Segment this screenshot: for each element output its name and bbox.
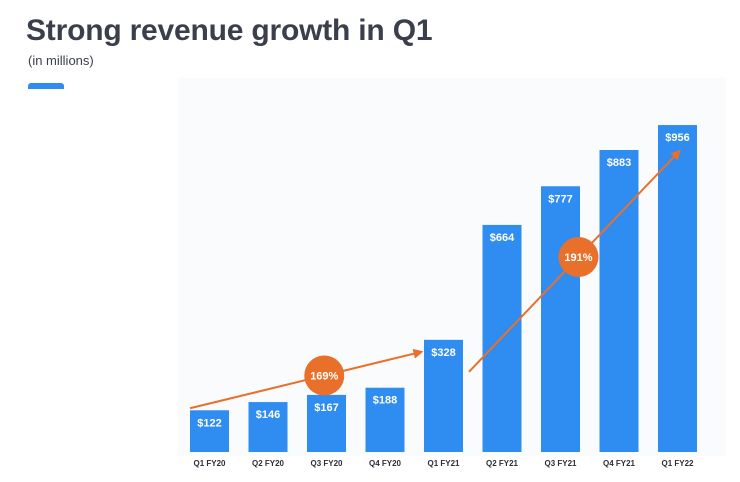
x-tick-label: Q1 FY20 [193, 459, 226, 468]
bar-value-label: $883 [607, 157, 631, 169]
x-tick-label: Q1 FY21 [427, 459, 460, 468]
bar-q3-fy21 [541, 186, 580, 453]
bar-value-label: $328 [431, 347, 455, 359]
x-tick-label: Q3 FY21 [544, 459, 577, 468]
bar-q4-fy21 [599, 150, 639, 452]
bar-value-label: $167 [314, 402, 338, 414]
growth-percent-label: 191% [564, 252, 592, 264]
bar-q3-fy20 [307, 394, 346, 452]
bar-q4-fy20 [365, 387, 405, 452]
bar-value-label: $122 [197, 417, 221, 429]
x-tick-label: Q2 FY21 [486, 459, 519, 468]
bar-q1-fy21 [424, 339, 463, 452]
bar-value-label: $188 [373, 395, 397, 407]
title-accent-bar [28, 83, 64, 89]
bar-q2-fy20 [248, 402, 288, 452]
page-subtitle: (in millions) [28, 53, 94, 68]
bar-value-label: $956 [665, 132, 689, 144]
growth-badge [304, 355, 345, 396]
bar-value-label: $664 [490, 232, 515, 244]
growth-badge [558, 237, 599, 278]
growth-percent-label: 169% [310, 371, 338, 383]
x-tick-label: Q2 FY20 [252, 459, 285, 468]
x-tick-label: Q4 FY21 [603, 459, 636, 468]
x-tick-label: Q3 FY20 [310, 459, 343, 468]
bar-q1-fy20 [190, 410, 229, 452]
bar-q1-fy22 [658, 125, 697, 452]
bar-value-label: $777 [548, 193, 572, 205]
x-tick-label: Q4 FY20 [369, 459, 402, 468]
page-title: Strong revenue growth in Q1 [26, 14, 433, 47]
x-tick-label: Q1 FY22 [661, 459, 694, 468]
bar-value-label: $146 [256, 409, 280, 421]
